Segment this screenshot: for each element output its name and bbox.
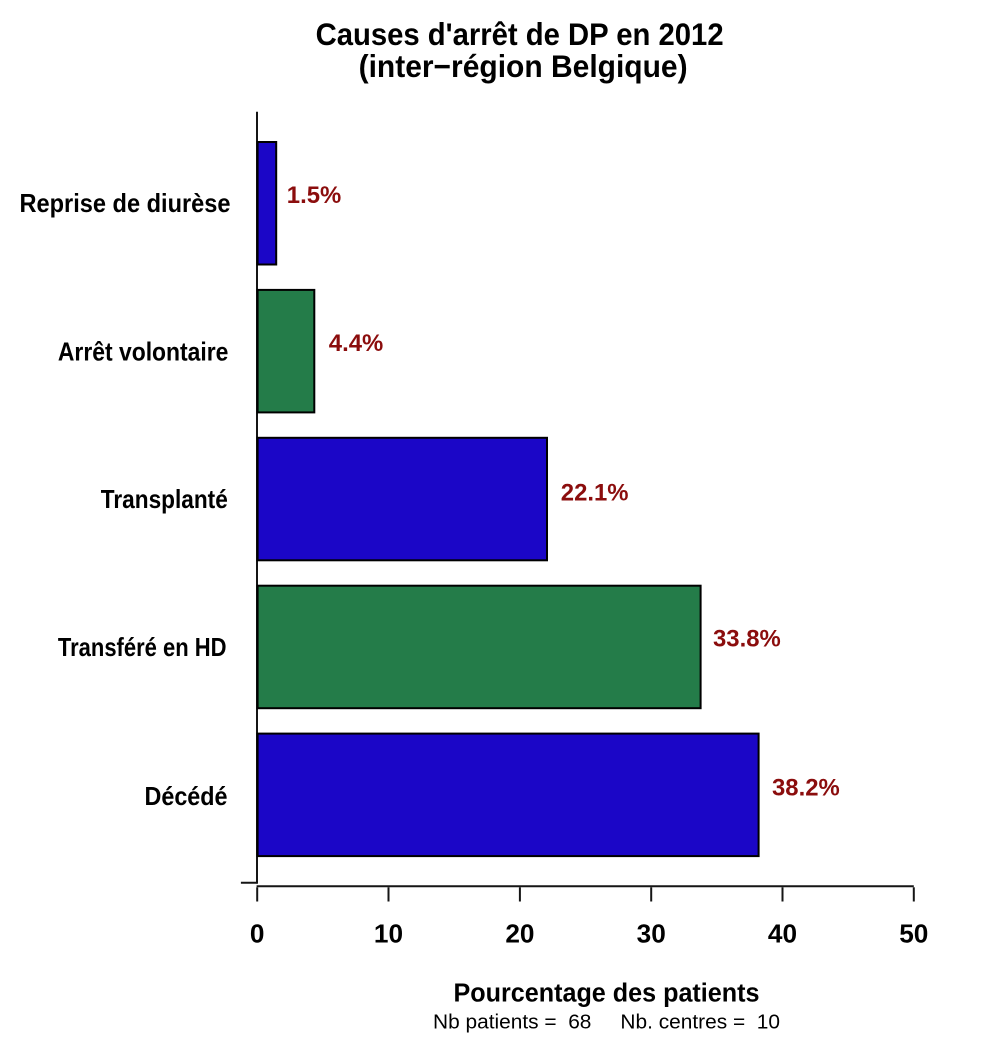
svg-text:Pourcentage des patients: Pourcentage des patients <box>454 980 760 1008</box>
svg-text:Arrêt volontaire: Arrêt volontaire <box>58 336 229 366</box>
svg-text:33.8%: 33.8% <box>713 625 781 652</box>
svg-text:38.2%: 38.2% <box>772 774 840 801</box>
svg-text:Causes d'arrêt de DP en 2012: Causes d'arrêt de DP en 2012 <box>316 16 724 52</box>
svg-text:Reprise de diurèse: Reprise de diurèse <box>20 188 231 218</box>
svg-text:10: 10 <box>374 918 403 948</box>
svg-text:1.5%: 1.5% <box>287 182 341 209</box>
svg-text:50: 50 <box>899 918 928 948</box>
svg-text:Transplanté: Transplanté <box>101 484 228 514</box>
svg-text:0: 0 <box>250 918 265 948</box>
svg-text:Transféré en HD: Transféré en HD <box>58 632 227 662</box>
svg-text:Nb patients = 68 Nb. cent: Nb patients = 68 Nb. centres = 10 <box>433 1011 780 1034</box>
svg-text:Décédé: Décédé <box>145 781 228 811</box>
svg-text:4.4%: 4.4% <box>329 330 383 357</box>
svg-text:22.1%: 22.1% <box>561 479 629 506</box>
svg-text:40: 40 <box>768 918 797 948</box>
svg-text:20: 20 <box>505 918 534 948</box>
svg-text:(inter−région Belgique): (inter−région Belgique) <box>359 48 688 84</box>
svg-text:30: 30 <box>637 918 666 948</box>
